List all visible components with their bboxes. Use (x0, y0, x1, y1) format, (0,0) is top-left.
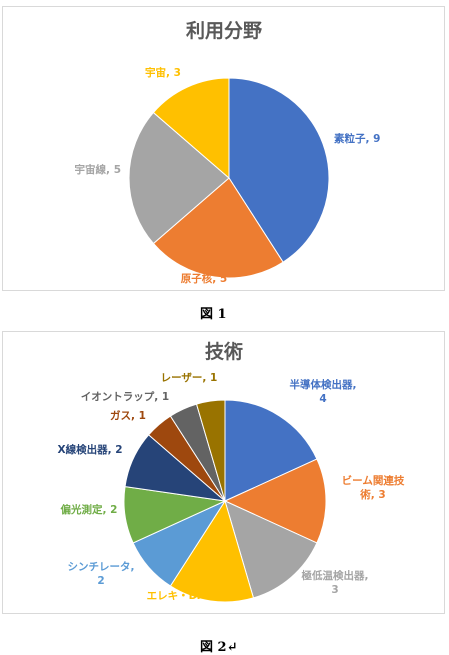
figure-caption-2: 図 2↵ (200, 640, 238, 655)
data-label-line: 原子核, 5 (181, 272, 227, 285)
data-label-line: 極低温検出器, (302, 569, 369, 582)
chart-title: 利用分野 (186, 20, 262, 42)
pie-slice-3 (224, 500, 318, 599)
data-label-line: シンチレータ, (68, 561, 135, 573)
data-label-line: 宇宙線, 5 (75, 163, 121, 176)
data-label-line: 宇宙, 3 (145, 66, 181, 79)
pie-slice-2 (223, 458, 327, 544)
data-label-6: 偏光測定, 2 (61, 503, 118, 516)
pie-slice-4 (169, 499, 255, 603)
pie-chart-usage-fields: 利用分野 素粒子, 9 原子核, 5 宇宙線, 5 宇宙, 3 (75, 20, 381, 285)
data-label-7: X線検出器, 2 (57, 443, 122, 456)
data-label-line: レーザー, 1 (161, 372, 218, 384)
pie-slice-2 (152, 177, 284, 279)
data-label-line: 素粒子, 9 (333, 132, 380, 145)
data-label-3: 極低温検出器, 3 (302, 569, 369, 596)
pie-chart-technology: 技術 半導体検出器, 4 ビーム関連技術, 3 極低温検出器, 3 エレキ・DAQ, 3 シ… (57, 340, 405, 603)
data-label-line: ビーム関連技 (342, 474, 405, 487)
data-label-1: 半導体検出器, 4 (290, 378, 357, 405)
data-label-10: レーザー, 1 (161, 372, 218, 384)
data-label-5: シンチレータ, 2 (68, 561, 135, 587)
data-label-line: ガス, 1 (110, 409, 146, 422)
pie-slice-1 (224, 399, 318, 502)
data-label-3: 宇宙線, 5 (75, 163, 121, 176)
data-label-line: 3 (331, 584, 338, 596)
data-label-1: 素粒子, 9 (333, 132, 380, 145)
chart-title: 技術 (205, 340, 243, 363)
data-label-line: 偏光測定, 2 (61, 503, 118, 516)
data-label-line: イオントラップ, 1 (81, 390, 169, 403)
pie-slice-10 (195, 399, 226, 502)
data-label-line: X線検出器, 2 (57, 443, 122, 456)
pie-slice-4 (152, 77, 230, 180)
data-label-line: 術, 3 (359, 488, 385, 501)
chart-panel-usage-fields: 利用分野 素粒子, 9 原子核, 5 宇宙線, 5 宇宙, 3 (2, 6, 445, 291)
data-label-2: 原子核, 5 (181, 272, 227, 285)
data-label-4: 宇宙, 3 (145, 66, 181, 79)
data-label-line: 2 (97, 575, 104, 587)
data-label-line: エレキ・DAQ, 3 (147, 590, 230, 602)
figure-caption-1: 図 1 (200, 307, 227, 322)
chart-panel-technology: 技術 半導体検出器, 4 ビーム関連技術, 3 極低温検出器, 3 エレキ・DAQ, 3 シ… (2, 331, 445, 614)
data-label-2: ビーム関連技術, 3 (342, 474, 405, 501)
data-label-line: 4 (319, 393, 326, 405)
data-label-line: 半導体検出器, (290, 378, 357, 391)
pie-slice-3 (128, 111, 230, 245)
data-label-8: ガス, 1 (110, 409, 146, 422)
data-label-4: エレキ・DAQ, 3 (147, 590, 230, 602)
data-label-9: イオントラップ, 1 (81, 390, 169, 403)
